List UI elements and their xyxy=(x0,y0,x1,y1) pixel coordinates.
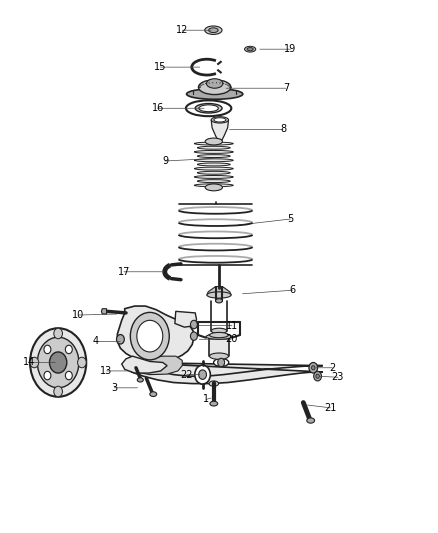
Ellipse shape xyxy=(205,26,222,35)
Circle shape xyxy=(199,370,206,379)
Ellipse shape xyxy=(198,163,230,166)
Polygon shape xyxy=(126,356,182,375)
Ellipse shape xyxy=(194,142,233,145)
Text: 9: 9 xyxy=(162,156,168,166)
Ellipse shape xyxy=(194,175,233,179)
Ellipse shape xyxy=(206,334,232,340)
Circle shape xyxy=(30,357,39,368)
Polygon shape xyxy=(126,362,323,384)
Circle shape xyxy=(65,372,72,380)
Ellipse shape xyxy=(198,80,231,94)
Text: 4: 4 xyxy=(93,336,99,346)
Text: 3: 3 xyxy=(111,383,117,393)
Polygon shape xyxy=(175,311,197,327)
Ellipse shape xyxy=(198,155,230,158)
Ellipse shape xyxy=(194,167,233,170)
Text: 2: 2 xyxy=(329,363,336,373)
Ellipse shape xyxy=(215,298,223,303)
Text: 1: 1 xyxy=(203,394,209,405)
Circle shape xyxy=(37,337,79,388)
Text: 13: 13 xyxy=(100,366,113,376)
Text: 7: 7 xyxy=(283,83,289,93)
Ellipse shape xyxy=(186,100,231,116)
Text: 19: 19 xyxy=(284,44,297,54)
Polygon shape xyxy=(117,306,194,362)
Text: 5: 5 xyxy=(287,214,293,224)
Ellipse shape xyxy=(198,146,230,149)
Circle shape xyxy=(137,320,163,352)
Circle shape xyxy=(49,352,67,373)
Ellipse shape xyxy=(206,79,223,88)
Circle shape xyxy=(316,374,319,378)
Ellipse shape xyxy=(214,359,229,367)
Circle shape xyxy=(65,345,72,354)
Ellipse shape xyxy=(195,103,222,113)
Circle shape xyxy=(311,366,315,370)
Ellipse shape xyxy=(211,328,227,334)
Circle shape xyxy=(131,312,169,360)
Ellipse shape xyxy=(194,150,233,154)
Circle shape xyxy=(117,335,124,344)
Text: 10: 10 xyxy=(72,310,85,320)
Text: 6: 6 xyxy=(290,285,296,295)
Ellipse shape xyxy=(209,353,229,359)
Text: 23: 23 xyxy=(332,372,344,382)
Text: 11: 11 xyxy=(226,320,238,330)
Circle shape xyxy=(195,365,210,384)
Circle shape xyxy=(309,362,318,373)
Polygon shape xyxy=(211,120,229,140)
Ellipse shape xyxy=(208,28,218,33)
Text: 12: 12 xyxy=(176,25,188,35)
Ellipse shape xyxy=(194,184,233,187)
Circle shape xyxy=(44,372,51,380)
Circle shape xyxy=(191,332,198,341)
Text: 21: 21 xyxy=(325,403,337,413)
Ellipse shape xyxy=(205,138,223,145)
Text: 14: 14 xyxy=(23,358,35,367)
Ellipse shape xyxy=(207,292,231,298)
Circle shape xyxy=(54,328,63,339)
Ellipse shape xyxy=(307,418,314,423)
Ellipse shape xyxy=(198,171,230,174)
Ellipse shape xyxy=(150,392,157,397)
Ellipse shape xyxy=(214,118,226,122)
Text: 15: 15 xyxy=(155,62,167,72)
Ellipse shape xyxy=(211,117,229,123)
Ellipse shape xyxy=(209,333,229,338)
Circle shape xyxy=(30,328,86,397)
Text: 22: 22 xyxy=(180,369,193,379)
Text: 17: 17 xyxy=(118,267,130,277)
Text: 20: 20 xyxy=(225,334,237,344)
Ellipse shape xyxy=(244,46,256,52)
Ellipse shape xyxy=(194,159,233,161)
Polygon shape xyxy=(207,287,231,295)
Polygon shape xyxy=(209,335,229,356)
Circle shape xyxy=(78,357,86,368)
Text: 16: 16 xyxy=(152,103,164,114)
Ellipse shape xyxy=(199,105,219,112)
Circle shape xyxy=(218,358,225,367)
Circle shape xyxy=(314,372,321,381)
Ellipse shape xyxy=(247,47,253,51)
Circle shape xyxy=(44,345,51,354)
Ellipse shape xyxy=(198,180,230,183)
Ellipse shape xyxy=(205,184,223,191)
Ellipse shape xyxy=(187,89,243,99)
Ellipse shape xyxy=(209,381,219,386)
Ellipse shape xyxy=(137,378,143,382)
Circle shape xyxy=(191,320,198,329)
Polygon shape xyxy=(101,309,106,314)
Ellipse shape xyxy=(210,401,218,406)
Polygon shape xyxy=(122,356,167,373)
Text: 8: 8 xyxy=(280,124,286,134)
Circle shape xyxy=(54,386,63,397)
